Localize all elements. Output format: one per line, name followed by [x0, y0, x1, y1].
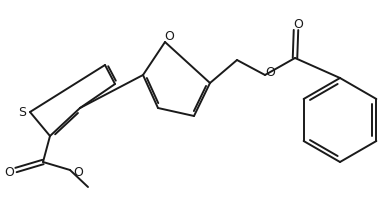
- Text: O: O: [293, 19, 303, 32]
- Text: S: S: [18, 105, 26, 119]
- Text: O: O: [164, 29, 174, 42]
- Text: O: O: [73, 165, 83, 179]
- Text: O: O: [265, 66, 275, 80]
- Text: O: O: [4, 165, 14, 179]
